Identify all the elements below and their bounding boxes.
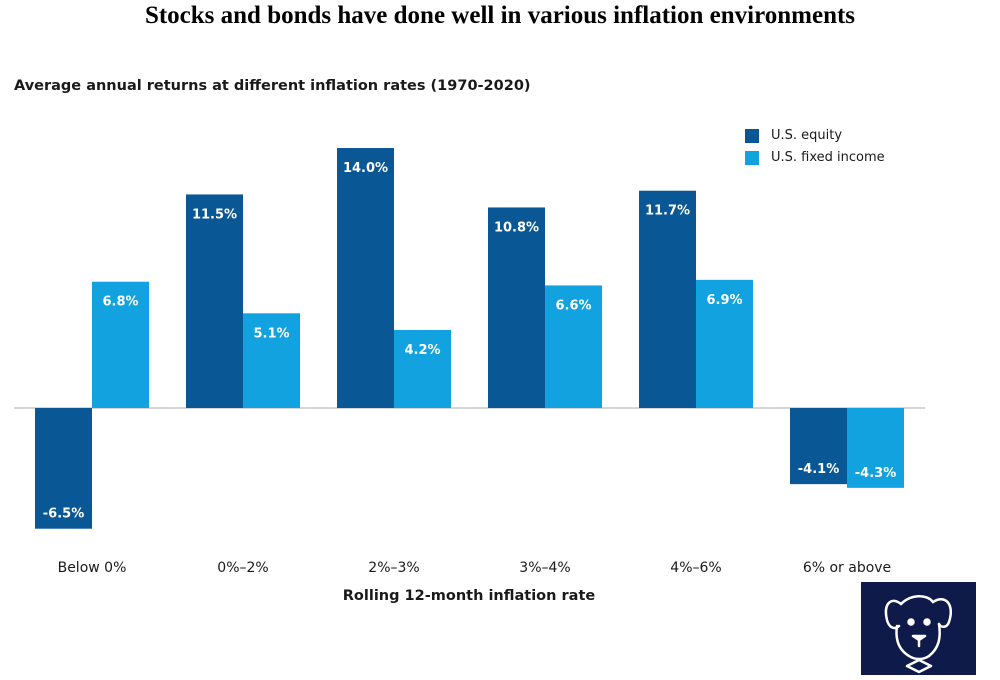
legend-item-equity: U.S. equity [745,128,842,143]
data-label-fixed-income-1: 5.1% [253,326,289,341]
bar-equity-2 [337,148,394,408]
data-label-fixed-income-5: -4.3% [855,466,896,481]
category-label-3: 3%–4% [519,560,570,576]
category-label-0: Below 0% [58,560,127,576]
data-label-equity-2: 14.0% [343,161,388,176]
data-label-fixed-income-2: 4.2% [404,343,440,358]
data-label-equity-1: 11.5% [192,207,237,222]
chart-title: Average annual returns at different infl… [14,78,531,94]
bar-fixed-income-1 [243,313,300,408]
legend-label-fixed-income: U.S. fixed income [771,150,885,165]
bar-equity-1 [186,194,243,408]
data-label-fixed-income-3: 6.6% [555,298,591,313]
dog-mascot-icon [861,582,976,675]
data-label-equity-3: 10.8% [494,220,539,235]
data-label-equity-4: 11.7% [645,204,690,219]
data-label-equity-5: -4.1% [798,462,839,477]
bar-fixed-income-4 [696,279,753,408]
headline: Stocks and bonds have done well in vario… [144,2,856,29]
bar-fixed-income-5 [847,408,904,488]
bar-fixed-income-3 [545,285,602,408]
x-axis-label: Rolling 12-month inflation rate [342,588,596,604]
bar-fixed-income-2 [394,330,451,408]
legend-label-equity: U.S. equity [771,128,843,143]
data-label-fixed-income-0: 6.8% [102,295,138,310]
bar-equity-5 [790,408,847,485]
data-label-fixed-income-4: 6.9% [706,293,742,308]
bar-equity-4 [639,190,696,408]
bar-fixed-income-0 [92,281,149,408]
category-label-1: 0%–2% [217,560,268,576]
data-label-equity-0: -6.5% [43,507,84,522]
category-label-5: 6% or above [803,560,891,576]
legend-item-fixed-income: U.S. fixed income [745,150,885,165]
bar-equity-3 [488,207,545,408]
bar-equity-0 [35,408,92,529]
category-label-2: 2%–3% [368,560,419,576]
legend-swatch-fixed-income [745,150,759,165]
legend-swatch-equity [745,128,759,143]
category-label-4: 4%–6% [670,560,721,576]
